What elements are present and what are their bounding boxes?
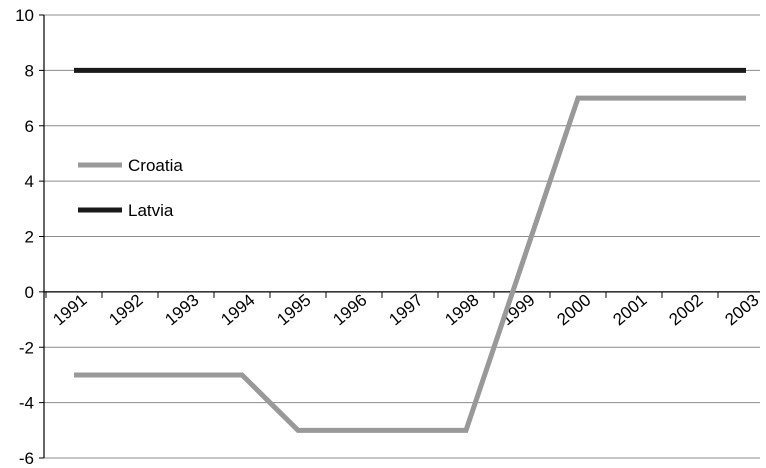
series-line-croatia: [74, 95, 746, 433]
y-tick-label: 2: [25, 228, 34, 247]
x-axis: 1991 1992 1993 1994 1995 1996 1997 1998 1999 2000…: [44, 290, 763, 329]
x-tick-label: 1996: [329, 290, 370, 329]
y-tick-label: -6: [19, 449, 34, 468]
legend-label-croatia: Croatia: [128, 156, 183, 175]
x-tick-label: 1995: [273, 290, 314, 329]
x-tick-label: 2000: [553, 290, 594, 329]
y-tick-label: 0: [25, 283, 34, 302]
y-tick-label: -4: [19, 394, 34, 413]
x-tick-label: 2001: [609, 290, 650, 329]
x-tick-label: 1993: [161, 290, 202, 329]
y-tick-label: 10: [15, 6, 34, 25]
y-tick-label: -2: [19, 338, 34, 357]
x-tick-label: 1992: [105, 290, 146, 329]
x-tick-label: 1994: [217, 290, 258, 329]
x-tick-label: 2003: [721, 290, 762, 329]
legend-label-latvia: Latvia: [128, 201, 174, 220]
x-tick-label: 1997: [385, 290, 426, 329]
legend: Croatia Latvia: [78, 156, 183, 220]
series-lines: [74, 67, 746, 433]
y-tick-label: 4: [25, 172, 34, 191]
x-tick-label: 1991: [49, 290, 90, 329]
gridlines: [44, 14, 760, 459]
x-tick-label: 1998: [441, 290, 482, 329]
y-tick-label: 6: [25, 117, 34, 136]
x-tick-label: 2002: [665, 290, 706, 329]
y-tick-label: 8: [25, 61, 34, 80]
y-axis: -6 -4 -2 0 2 4 6 8 10: [15, 6, 45, 468]
